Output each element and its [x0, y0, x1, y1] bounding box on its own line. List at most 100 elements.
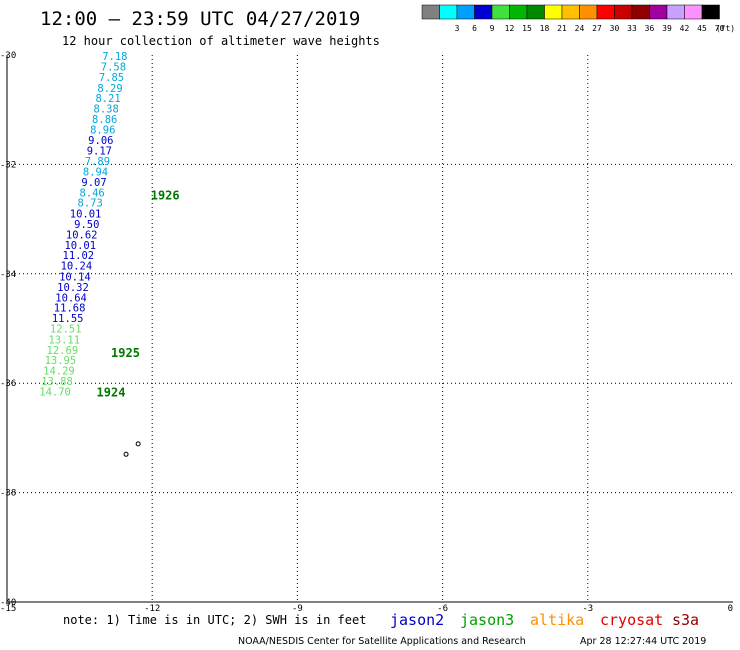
color-step-label: 36	[645, 24, 655, 33]
wave-height-label: 7.18	[102, 51, 127, 63]
color-step-label: 45	[697, 24, 707, 33]
color-step-label: 18	[540, 24, 550, 33]
wave-height-label: 10.01	[70, 209, 102, 221]
longitude-tick-label: -6	[437, 604, 448, 614]
wave-height-label: 12.69	[47, 345, 79, 357]
color-step-label: 39	[662, 24, 672, 33]
wave-height-label: 11.55	[52, 313, 84, 325]
longitude-tick-label: -9	[292, 604, 303, 614]
color-step-label: 15	[522, 24, 532, 33]
wave-height-label: 8.38	[94, 104, 119, 116]
wave-height-label: 10.24	[61, 261, 93, 273]
wave-height-label: 8.94	[83, 167, 108, 179]
wave-height-label: 14.70	[39, 386, 71, 398]
longitude-tick-label: -15	[0, 604, 16, 614]
wave-height-label: 13.95	[45, 355, 77, 367]
wave-height-label: 9.50	[74, 219, 99, 231]
satellite-legend-entry: jason3	[460, 611, 514, 629]
color-step	[614, 4, 633, 20]
wave-height-label: 11.68	[54, 303, 86, 315]
latitude-tick-label: -30	[0, 51, 16, 61]
wave-height-label: 10.62	[66, 229, 98, 241]
pass-time-label: 1926	[151, 189, 180, 203]
color-legend: 3 6 9 12 15 18 21 24 27 30 33 36 39 42 45 70(ft)	[421, 4, 735, 33]
wave-height-label: 9.07	[81, 177, 106, 189]
wave-height-label: 10.32	[57, 282, 89, 294]
color-step	[439, 4, 458, 20]
color-step-label: 12	[505, 24, 515, 33]
color-step-label: 24	[575, 24, 585, 33]
latitude-tick-label: -40	[0, 598, 16, 608]
credit-line: NOAA/NESDIS Center for Satellite Applica…	[238, 636, 526, 647]
latitude-tick-label: -36	[0, 379, 16, 389]
color-step	[666, 4, 685, 20]
color-step	[596, 4, 615, 20]
color-step	[491, 4, 510, 20]
color-step	[456, 4, 475, 20]
satellite-legend-entry: s3a	[672, 611, 699, 629]
wave-height-label: 8.21	[95, 93, 120, 105]
pass-time-label: 1925	[111, 346, 140, 360]
graticule	[7, 55, 733, 602]
island-marker	[135, 441, 141, 447]
color-step	[701, 4, 720, 20]
altimeter-track: 7.187.587.858.298.218.388.868.969.069.17…	[39, 51, 179, 399]
color-step	[509, 4, 528, 20]
color-step	[649, 4, 668, 20]
wave-height-label: 9.06	[88, 135, 113, 147]
wave-height-label: 10.64	[55, 292, 87, 304]
color-unit-label: (ft)	[716, 24, 735, 33]
wave-height-label: 8.46	[79, 187, 104, 199]
footer-note: note: 1) Time is in UTC; 2) SWH is in fe…	[63, 613, 366, 627]
wave-height-label: 8.29	[97, 83, 122, 95]
color-step-label: 9	[490, 24, 495, 33]
color-step	[421, 4, 440, 20]
map-subtitle: 12 hour collection of altimeter wave hei…	[62, 34, 380, 48]
wave-height-label: 7.85	[99, 72, 124, 84]
wave-height-label: 10.01	[64, 240, 96, 252]
color-step-label: 3	[455, 24, 460, 33]
pass-time-label: 1924	[97, 385, 126, 399]
island-marker	[123, 451, 129, 457]
generated-timestamp: Apr 28 12:27:44 UTC 2019	[580, 636, 706, 647]
color-step-label: 42	[680, 24, 690, 33]
color-step	[579, 4, 598, 20]
islands	[123, 441, 141, 457]
wave-height-label: 7.89	[85, 156, 110, 168]
color-step-label: 6	[472, 24, 477, 33]
color-step	[561, 4, 580, 20]
color-step-label: 33	[627, 24, 637, 33]
latitude-tick-label: -32	[0, 160, 16, 170]
color-step-label: 21	[557, 24, 567, 33]
axis-tick-labels: -15 -12 -9 -6 -3 0-30-32-34-36-38-40	[0, 51, 733, 614]
color-step-label: 27	[592, 24, 602, 33]
color-step	[631, 4, 650, 20]
wave-height-label: 9.17	[87, 146, 112, 158]
longitude-tick-label: -3	[582, 604, 593, 614]
color-step	[544, 4, 563, 20]
satellite-legend-entry: cryosat	[600, 611, 663, 629]
map-title: 12:00 — 23:59 UTC 04/27/2019	[40, 8, 360, 30]
satellite-legend-entry: altika	[530, 611, 584, 629]
latitude-tick-label: -34	[0, 270, 16, 280]
satellite-legend: jason2 jason3 altika cryosat s3a	[390, 611, 699, 629]
color-step	[474, 4, 493, 20]
satellite-legend-entry: jason2	[390, 611, 444, 629]
longitude-tick-label: -12	[144, 604, 160, 614]
wave-height-label: 11.02	[63, 250, 95, 262]
color-step	[684, 4, 703, 20]
longitude-tick-label: 0	[728, 604, 733, 614]
wave-height-label: 8.73	[78, 198, 103, 210]
wave-height-label: 10.14	[59, 272, 91, 284]
wave-height-label: 13.88	[41, 376, 73, 388]
wave-height-label: 13.11	[48, 334, 80, 346]
map-frame	[6, 55, 733, 603]
wave-height-label: 8.96	[90, 124, 115, 136]
wave-height-label: 14.29	[43, 366, 75, 378]
color-step-label: 70	[715, 24, 725, 33]
latitude-tick-label: -38	[0, 489, 16, 499]
wave-height-label: 12.51	[50, 324, 82, 336]
wave-height-label: 8.86	[92, 114, 117, 126]
wave-height-label: 7.58	[101, 61, 126, 73]
